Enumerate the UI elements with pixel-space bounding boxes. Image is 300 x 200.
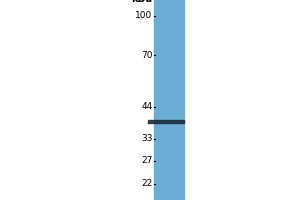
Text: 33: 33	[141, 134, 152, 143]
Text: 70: 70	[141, 51, 152, 60]
Text: 100: 100	[135, 11, 152, 20]
Bar	[148, 120, 184, 123]
Bar	[154, 0, 184, 200]
Text: 44: 44	[141, 102, 152, 111]
Text: kDa: kDa	[131, 0, 152, 4]
Text: 22: 22	[141, 179, 152, 188]
Text: 27: 27	[141, 156, 152, 165]
